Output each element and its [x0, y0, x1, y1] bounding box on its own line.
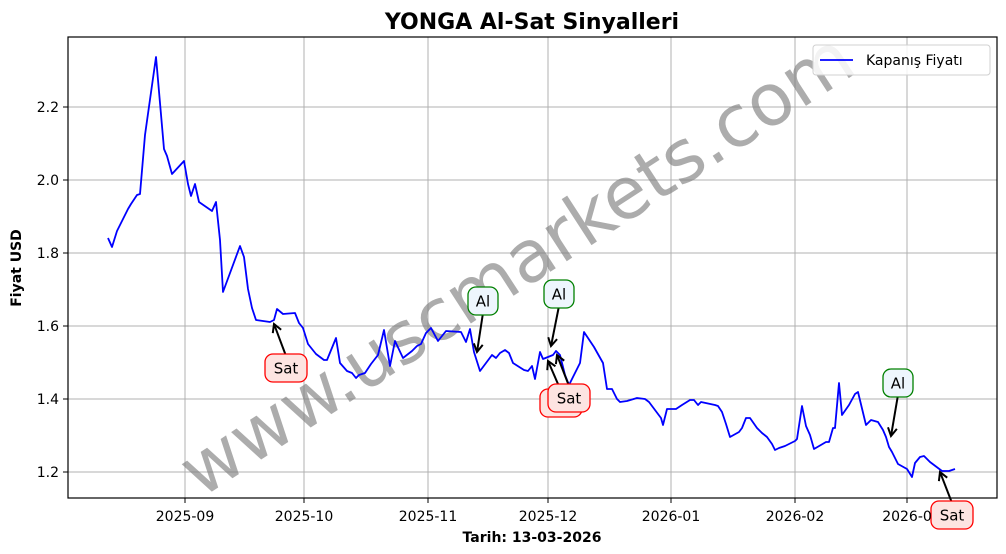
signal-arrow — [890, 396, 899, 436]
arrow-head-icon — [554, 353, 565, 365]
x-tick-label: 2026-0 — [882, 509, 932, 525]
signal-arrow — [550, 307, 560, 346]
y-tick-label: 1.8 — [37, 246, 59, 262]
arrow-head-icon — [547, 336, 558, 348]
plot-frame — [67, 36, 998, 499]
x-axis-label: Tarih: 13-03-2026 — [463, 530, 602, 546]
x-tick-label: 2025-09 — [156, 509, 215, 525]
legend-box — [812, 44, 991, 76]
buy-signal: Al — [467, 286, 499, 355]
x-tick-label: 2026-02 — [766, 509, 825, 525]
sell-signal: Sat — [264, 322, 308, 383]
buy-signal: Al — [882, 368, 914, 439]
x-axis-ticks: 2025-09 2025-10 2025-11 2025-12 2026-01 2026-… — [156, 498, 932, 525]
signal-label-box — [882, 368, 914, 398]
x-tick-label: 2025-11 — [399, 509, 458, 525]
y-tick-label: 2.0 — [37, 173, 59, 189]
x-tick-label: 2025-12 — [519, 509, 578, 525]
sell-signal: Sat — [930, 470, 974, 530]
legend-label: Kapanış Fiyatı — [866, 53, 963, 69]
signal-label: Sat — [557, 390, 582, 408]
y-tick-label: 1.6 — [37, 319, 59, 335]
signal-label: Sat — [940, 507, 965, 525]
grid-lines — [68, 37, 997, 498]
signal-arrow — [556, 355, 570, 385]
watermark: www.uscmarkets.com — [164, 15, 868, 513]
y-axis-ticks: 1.2 1.4 1.6 1.8 2.0 2.2 — [37, 100, 68, 481]
buy-signal: Al — [543, 279, 575, 348]
signal-label-box — [547, 383, 591, 413]
arrow-head-icon — [271, 322, 282, 334]
sell-signal: Sat — [547, 353, 591, 413]
y-tick-label: 1.2 — [37, 465, 59, 481]
signal-label-box — [543, 279, 575, 309]
chart-title: YONGA Al-Sat Sinyalleri — [384, 10, 679, 35]
y-tick-label: 2.2 — [37, 100, 59, 116]
arrow-head-icon — [887, 427, 898, 439]
legend: Kapanış Fiyatı — [812, 44, 991, 76]
y-axis-label: Fiyat USD — [9, 229, 25, 307]
x-tick-label: 2026-01 — [642, 509, 701, 525]
signal-label-box — [264, 353, 308, 383]
y-tick-label: 1.4 — [37, 392, 59, 408]
arrow-head-icon — [472, 343, 484, 355]
arrow-head-icon — [937, 470, 948, 482]
signal-label: Al — [476, 293, 490, 311]
signal-arrow — [476, 314, 484, 352]
signal-label: Al — [891, 375, 905, 393]
signal-arrow — [273, 324, 287, 355]
signal-arrow — [939, 472, 953, 502]
signal-label: Al — [552, 286, 566, 304]
signal-label-box — [467, 286, 499, 316]
x-tick-label: 2025-10 — [275, 509, 334, 525]
signal-label-box — [930, 500, 974, 530]
signal-label: Sat — [274, 360, 299, 378]
arrow-head-icon — [546, 359, 557, 371]
price-line — [107, 56, 956, 478]
signal-annotations: SatAlAlSatSatAlSat — [264, 279, 974, 530]
